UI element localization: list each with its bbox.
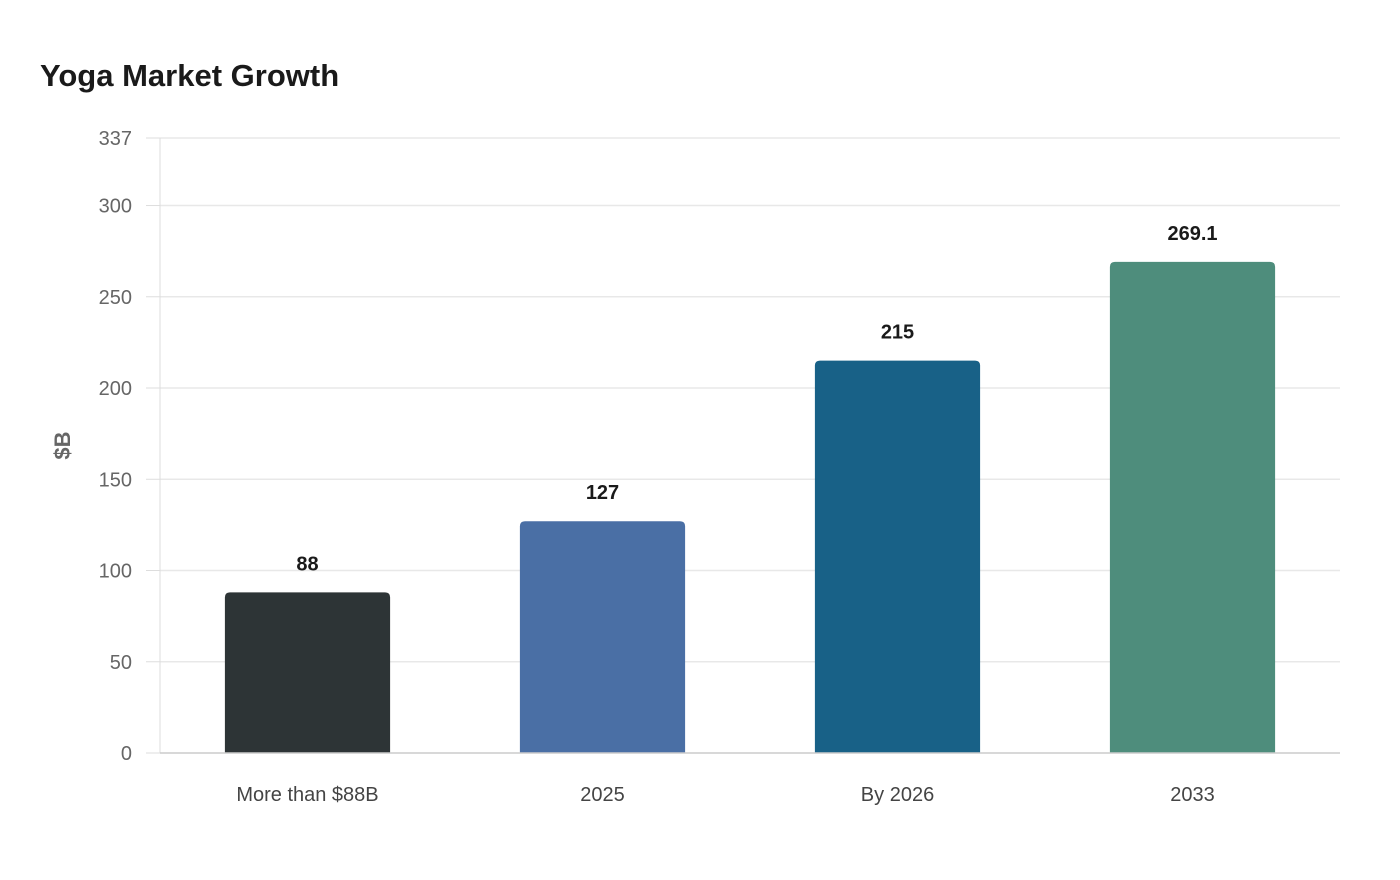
x-category-label: More than $88B: [236, 784, 378, 806]
y-tick-label: 337: [99, 128, 132, 150]
x-axis-labels: More than $88B 2025 By 2026 2033: [236, 784, 1214, 806]
x-category-label: 2025: [580, 784, 625, 806]
x-category-label: By 2026: [861, 784, 934, 806]
y-tick-label: 150: [99, 469, 132, 491]
data-label: 88: [296, 553, 318, 575]
bars: [224, 261, 1276, 753]
y-axis-ticks: 0 50 100 150 200 250 300 337: [99, 128, 160, 765]
bar-4: [1109, 261, 1276, 753]
data-label: 269.1: [1167, 223, 1217, 245]
chart-title: Yoga Market Growth: [40, 58, 340, 93]
bar-3: [814, 360, 981, 753]
x-category-label: 2033: [1170, 784, 1215, 806]
data-labels: 88 127 215 269.1: [296, 223, 1217, 575]
y-tick-label: 200: [99, 378, 132, 400]
data-label: 127: [586, 482, 619, 504]
y-tick-label: 100: [99, 561, 132, 583]
y-tick-label: 0: [121, 743, 132, 765]
data-label: 215: [881, 322, 914, 344]
bar-1: [224, 592, 391, 753]
y-tick-label: 50: [110, 652, 132, 674]
y-tick-label: 250: [99, 287, 132, 309]
y-tick-label: 300: [99, 196, 132, 218]
y-axis-title: $B: [50, 431, 75, 459]
bar-2: [519, 521, 686, 753]
